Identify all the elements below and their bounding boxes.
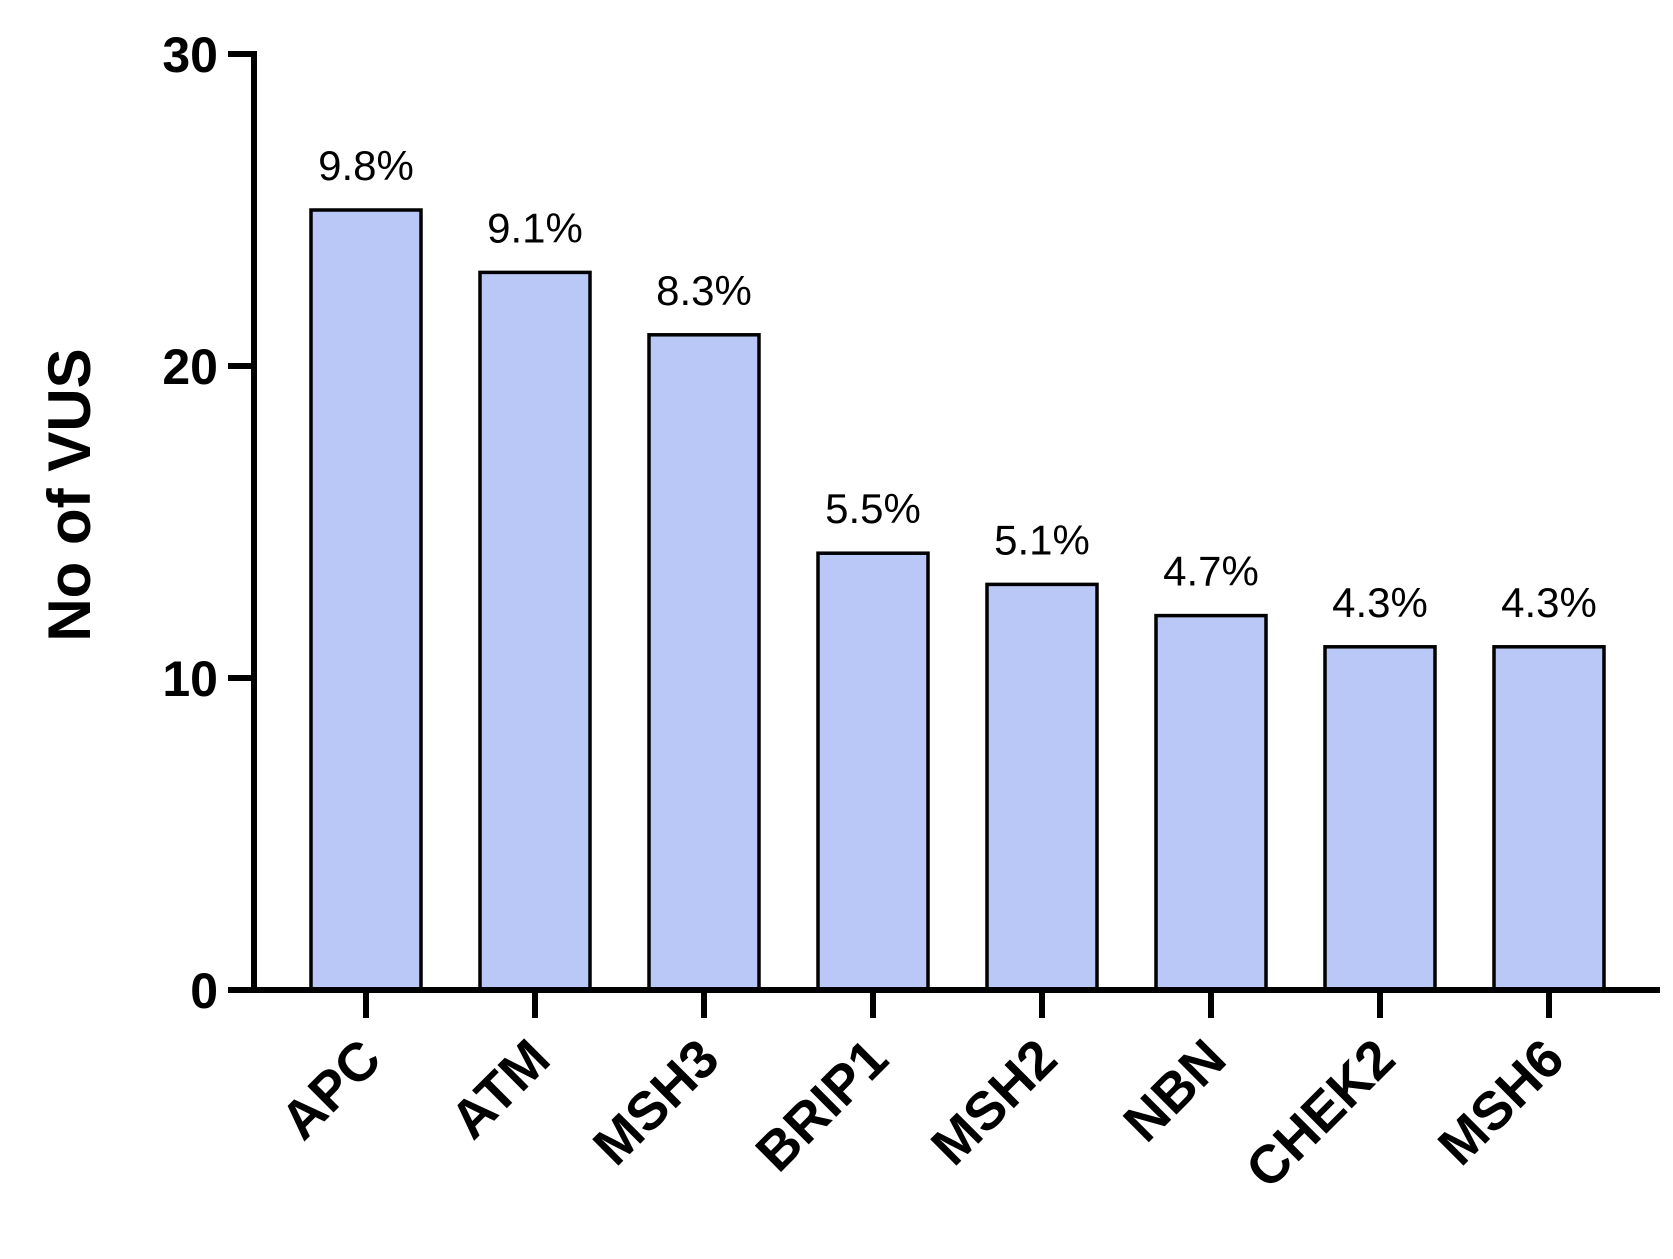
bars-layer [309, 208, 1606, 992]
bar-nbn [1154, 613, 1268, 992]
data-label-atm: 9.1% [487, 204, 583, 251]
bar-msh2 [985, 582, 1099, 992]
data-label-brip1: 5.5% [825, 485, 921, 532]
x-tick-label-brip1: BRIP1 [745, 1028, 900, 1183]
y-tick-label-0: 0 [190, 963, 218, 1019]
bar-apc [309, 208, 423, 992]
x-tick-label-atm: ATM [439, 1028, 561, 1150]
x-tick-label-chek2: CHEK2 [1235, 1028, 1407, 1200]
axes-layer [251, 51, 1660, 993]
data-labels-layer: 9.8% 9.1% 8.3% 5.5% 5.1% 4.7% 4.3% 4.3% [318, 142, 1597, 626]
data-label-nbn: 4.7% [1163, 548, 1259, 595]
data-label-msh2: 5.1% [994, 516, 1090, 563]
y-tick-label-10: 10 [162, 651, 218, 707]
bar-atm [478, 270, 592, 992]
bar-chek2 [1323, 645, 1437, 992]
bar-brip1 [816, 551, 930, 992]
y-ticks-layer: 0 10 20 30 [162, 27, 254, 1019]
data-label-msh3: 8.3% [656, 267, 752, 314]
y-tick-label-20: 20 [162, 339, 218, 395]
x-tick-label-apc: APC [269, 1028, 392, 1151]
bar-msh6 [1492, 645, 1606, 992]
data-label-apc: 9.8% [318, 142, 414, 189]
bar-msh3 [647, 333, 761, 992]
x-tick-label-msh6: MSH6 [1427, 1028, 1576, 1177]
x-tick-label-msh2: MSH2 [920, 1028, 1069, 1177]
data-label-msh6: 4.3% [1501, 579, 1597, 626]
y-axis-title: No of VUS [36, 348, 103, 641]
data-label-chek2: 4.3% [1332, 579, 1428, 626]
x-tick-label-msh3: MSH3 [582, 1028, 731, 1177]
y-tick-label-30: 30 [162, 27, 218, 83]
x-tick-label-nbn: NBN [1112, 1028, 1237, 1153]
